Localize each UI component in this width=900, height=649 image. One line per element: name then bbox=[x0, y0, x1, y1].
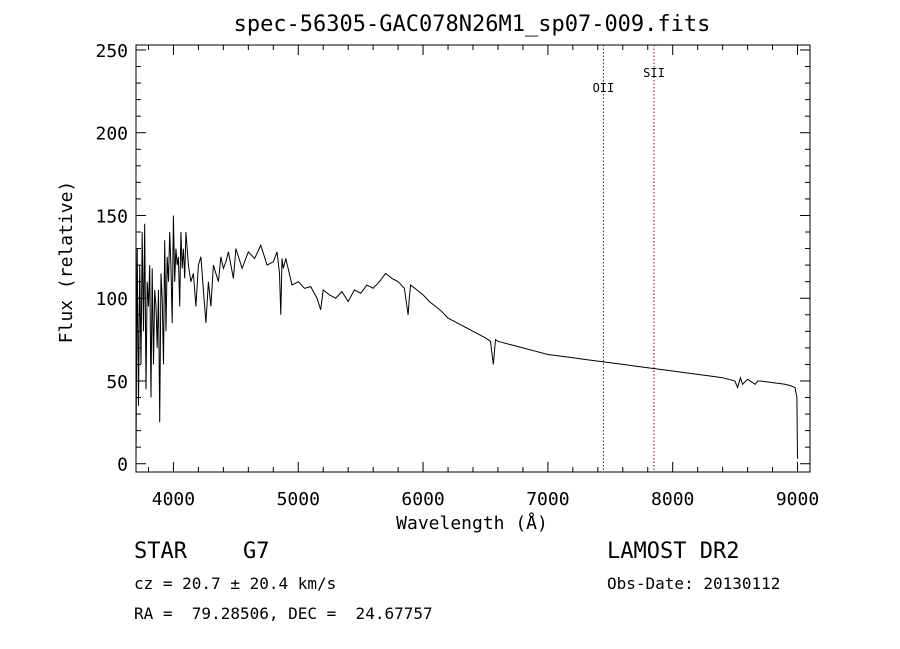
x-tick-label: 7000 bbox=[526, 489, 569, 510]
x-tick-label: 8000 bbox=[651, 489, 694, 510]
emission-label-oii: OII bbox=[593, 81, 615, 95]
redshift-text: cz = 20.7 ± 20.4 km/s bbox=[134, 574, 337, 593]
x-axis-tick-labels: 4000 5000 6000 7000 8000 9000 bbox=[152, 489, 819, 510]
chart-title: spec-56305-GAC078N26M1_sp07-009.fits bbox=[234, 12, 711, 37]
y-axis-tick-labels: 0 50 100 150 200 250 bbox=[95, 41, 128, 476]
x-axis-label: Wavelength (Å) bbox=[396, 512, 548, 534]
spectrum-line bbox=[135, 215, 798, 461]
y-tick-label: 250 bbox=[95, 41, 128, 62]
x-tick-label: 5000 bbox=[277, 489, 320, 510]
coordinates-text: RA = 79.28506, DEC = 24.67757 bbox=[134, 604, 433, 623]
x-tick-label: 6000 bbox=[401, 489, 444, 510]
object-class: STAR bbox=[134, 539, 187, 564]
data-release: LAMOST DR2 bbox=[607, 539, 740, 564]
y-tick-label: 100 bbox=[95, 289, 128, 310]
y-tick-label: 50 bbox=[106, 372, 128, 393]
observation-date: Obs-Date: 20130112 bbox=[607, 574, 781, 593]
object-subclass: G7 bbox=[243, 539, 270, 564]
x-tick-label: 4000 bbox=[152, 489, 195, 510]
emission-line-markers: OII SII bbox=[593, 45, 665, 472]
emission-label-sii: SII bbox=[643, 66, 665, 80]
plot-frame bbox=[135, 44, 811, 473]
y-tick-label: 0 bbox=[117, 455, 128, 476]
y-tick-label: 200 bbox=[95, 124, 128, 145]
y-axis-label: Flux (relative) bbox=[56, 181, 77, 344]
x-tick-label: 9000 bbox=[776, 489, 819, 510]
y-tick-label: 150 bbox=[95, 206, 128, 227]
axis-ticks bbox=[136, 45, 810, 472]
